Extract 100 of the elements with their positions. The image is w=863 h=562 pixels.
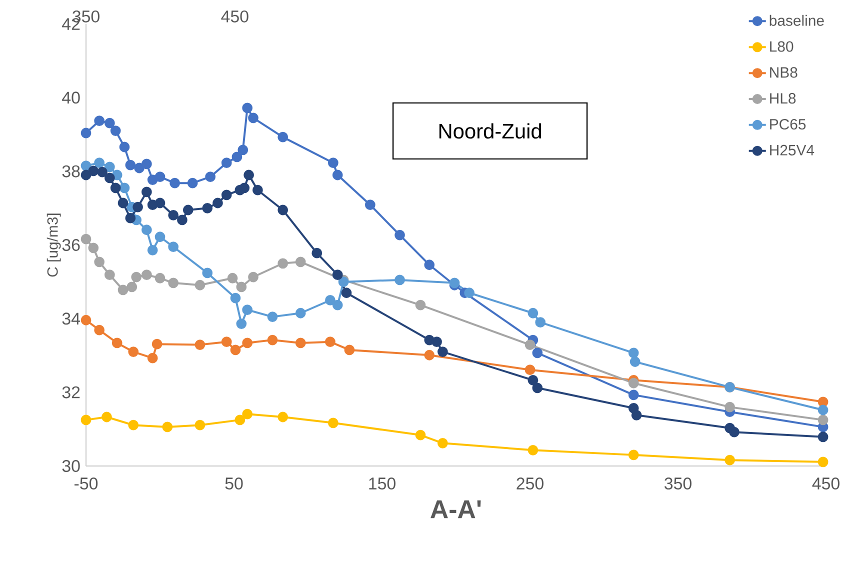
point [162,422,173,432]
point [332,170,343,180]
point [102,412,112,422]
point [141,224,152,236]
point [267,334,278,346]
point [232,152,242,162]
point [328,158,338,168]
y-axis-title: C [ug/m3] [46,214,61,277]
x-tick-label: 450 [812,478,840,490]
point [424,350,435,360]
point [227,272,238,284]
point [182,204,194,216]
point [110,126,121,136]
point [248,112,258,124]
x-axis-title: A-A' [430,500,481,518]
x-tick-label: 350 [664,478,692,490]
point [230,292,241,304]
x-tick-label: -50 [74,478,98,490]
point [104,162,115,172]
point [221,336,232,348]
point [177,214,188,226]
point [132,202,144,212]
point [141,186,152,198]
x-tick-label: 50 [225,478,243,490]
point [278,258,288,269]
point [364,200,376,210]
point [248,272,258,282]
point [94,324,105,336]
point [94,256,105,268]
point [424,260,435,270]
point [242,304,253,316]
point [154,198,166,208]
point [238,144,248,156]
point [202,202,213,214]
point [236,282,247,292]
point [168,278,179,288]
point [80,414,92,426]
legend-label: H25V4 [770,144,814,156]
point [94,158,105,168]
point [524,340,536,350]
point [141,158,152,170]
point [119,182,130,194]
point [312,248,322,258]
point [628,450,639,460]
point [394,274,405,286]
point [170,178,180,188]
point [168,210,179,220]
point [528,444,538,456]
point [80,314,92,326]
point [152,338,162,350]
point [205,172,216,182]
legend-label: HL8 [770,93,796,104]
point [242,102,253,114]
point [818,414,828,426]
point [628,390,639,400]
point [147,244,158,256]
point [528,374,538,386]
legend-label: L80 [770,41,794,52]
x-tick-label: 150 [369,478,396,490]
point [128,420,139,430]
point [147,174,158,185]
point [437,438,448,448]
point [432,336,442,348]
point [221,190,232,200]
point [524,364,536,376]
x2-tick-label: 450 [221,10,248,22]
point [128,346,139,358]
legend-label: PC65 [770,118,806,130]
point [252,184,263,196]
point [415,430,426,440]
point [724,454,736,466]
point [234,414,246,426]
point [236,318,247,330]
point [212,198,223,208]
y-tick-label: 34 [62,312,80,325]
point [325,336,336,348]
point [80,128,92,138]
y-tick-label: 30 [62,460,80,472]
point [328,418,338,428]
y-tick-label: 32 [62,386,80,398]
point [818,396,828,408]
point [341,288,352,298]
point [131,272,142,282]
point [344,344,355,356]
y-tick-label: 36 [62,238,80,251]
point [325,295,336,306]
point [154,172,166,182]
x-tick-label: 250 [516,478,544,490]
point [295,308,306,318]
point [464,288,475,298]
point [125,212,136,224]
point [104,118,115,128]
point [631,410,642,420]
point [88,242,99,254]
point [630,356,640,367]
point [118,284,128,296]
point [818,404,828,416]
point [168,242,179,252]
point [88,166,99,176]
point [112,338,122,348]
